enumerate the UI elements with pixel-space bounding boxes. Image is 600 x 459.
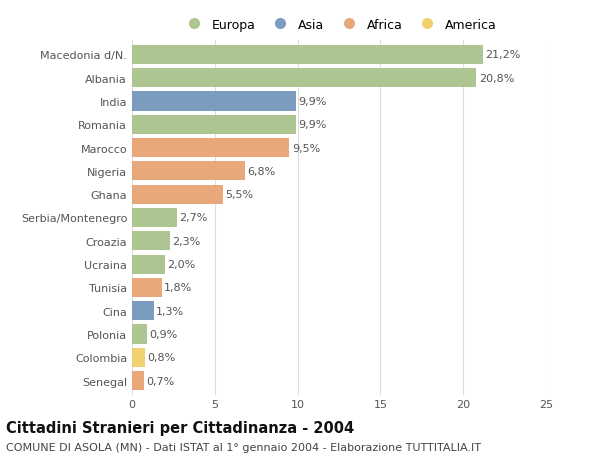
Bar [132, 92, 296, 111]
Bar [132, 325, 147, 344]
Text: 6,8%: 6,8% [247, 167, 275, 177]
Text: Cittadini Stranieri per Cittadinanza - 2004: Cittadini Stranieri per Cittadinanza - 2… [6, 420, 354, 435]
Legend: Europa, Asia, Africa, America: Europa, Asia, Africa, America [181, 18, 497, 32]
Text: 9,5%: 9,5% [292, 143, 320, 153]
Bar [132, 232, 170, 251]
Text: 1,8%: 1,8% [164, 283, 193, 293]
Text: 2,3%: 2,3% [173, 236, 201, 246]
Text: 5,5%: 5,5% [226, 190, 254, 200]
Text: 0,8%: 0,8% [148, 353, 176, 363]
Bar [132, 208, 177, 228]
Bar [132, 46, 483, 65]
Bar [132, 162, 245, 181]
Bar [132, 371, 143, 390]
Bar [132, 348, 145, 367]
Text: 2,7%: 2,7% [179, 213, 208, 223]
Text: 0,7%: 0,7% [146, 376, 175, 386]
Bar [132, 185, 223, 204]
Text: 0,9%: 0,9% [149, 329, 178, 339]
Bar [132, 139, 289, 158]
Text: 21,2%: 21,2% [485, 50, 521, 60]
Text: 20,8%: 20,8% [479, 73, 514, 84]
Text: 1,3%: 1,3% [156, 306, 184, 316]
Bar [132, 302, 154, 320]
Bar [132, 255, 165, 274]
Text: 9,9%: 9,9% [298, 97, 327, 107]
Bar [132, 69, 476, 88]
Text: 9,9%: 9,9% [298, 120, 327, 130]
Bar [132, 278, 162, 297]
Text: 2,0%: 2,0% [167, 259, 196, 269]
Bar [132, 116, 296, 134]
Text: COMUNE DI ASOLA (MN) - Dati ISTAT al 1° gennaio 2004 - Elaborazione TUTTITALIA.I: COMUNE DI ASOLA (MN) - Dati ISTAT al 1° … [6, 442, 481, 452]
